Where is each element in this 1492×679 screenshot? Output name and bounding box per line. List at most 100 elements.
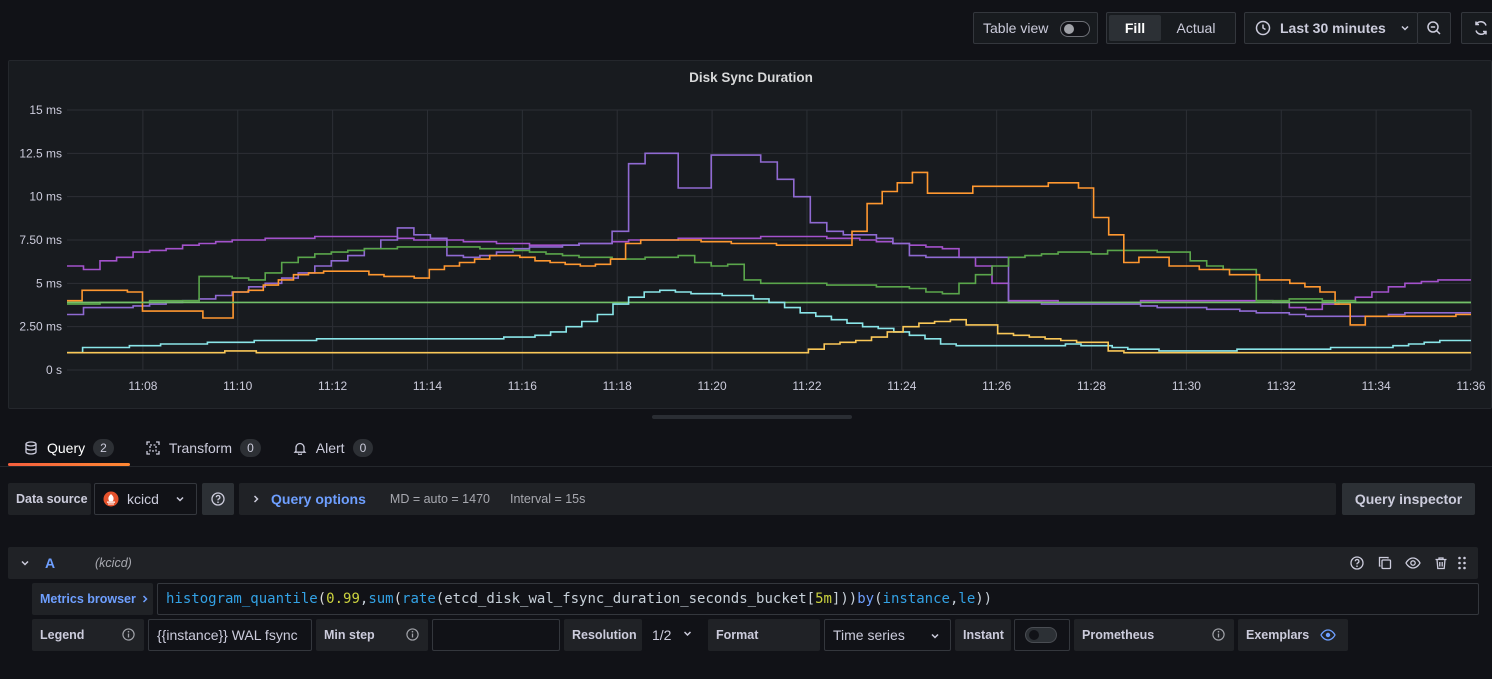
min-step-label: Min step	[316, 619, 428, 651]
x-tick-label: 11:16	[508, 379, 537, 393]
tab-query[interactable]: Query 2	[8, 430, 130, 466]
panel-title: Disk Sync Duration	[689, 70, 813, 85]
instant-switch[interactable]	[1025, 627, 1057, 643]
info-icon	[1212, 628, 1225, 641]
prometheus-label-text: Prometheus	[1082, 628, 1155, 642]
expression-token: (	[317, 591, 327, 607]
query-row-header: A (kcicd)	[8, 547, 1478, 579]
table-view-toggle[interactable]: Table view	[973, 12, 1098, 44]
x-tick-label: 11:14	[413, 379, 442, 393]
tab-alert-count: 0	[352, 439, 374, 457]
time-series-chart[interactable]: 0 s 2.50 ms 5 ms 7.50 ms 10 ms 12.5 ms 15 ms 11…	[9, 61, 1492, 410]
series-line	[67, 246, 1471, 305]
drag-handle-icon[interactable]	[1454, 555, 1470, 571]
resolution-select[interactable]: 1/2	[644, 619, 706, 651]
instant-toggle[interactable]	[1014, 619, 1070, 651]
x-tick-label: 11:24	[887, 379, 916, 393]
tab-query-label: Query	[47, 440, 86, 456]
datasource-picker[interactable]: kcicd	[94, 483, 197, 515]
exemplars-label-text: Exemplars	[1246, 628, 1310, 642]
table-view-switch[interactable]	[1060, 21, 1090, 37]
panel-resize-handle[interactable]	[652, 415, 852, 419]
y-tick-label: 12.5 ms	[19, 146, 62, 160]
x-tick-label: 11:32	[1267, 379, 1296, 393]
min-step-label-text: Min step	[324, 628, 375, 642]
expression-token: ,	[359, 591, 369, 607]
exemplars-toggle[interactable]: Exemplars	[1238, 619, 1348, 651]
fill-actual-group: Fill Actual	[1106, 12, 1236, 44]
x-tick-label: 11:22	[792, 379, 821, 393]
x-tick-label: 11:08	[128, 379, 157, 393]
x-tick-label: 11:18	[603, 379, 632, 393]
chevron-down-icon	[1400, 23, 1410, 33]
actual-button[interactable]: Actual	[1176, 20, 1216, 36]
expression-token: rate	[402, 591, 436, 607]
clock-icon	[1255, 20, 1271, 36]
tab-alert[interactable]: Alert 0	[277, 430, 389, 466]
zoom-out-icon	[1426, 20, 1442, 36]
format-select[interactable]: Time series	[824, 619, 951, 651]
legend-input[interactable]: {{instance}} WAL fsync	[148, 619, 312, 651]
max-data-points-info: MD = auto = 1470	[389, 492, 490, 506]
query-options-bar[interactable]: Query options MD = auto = 1470 Interval …	[239, 483, 1336, 515]
editor-tabs: Query 2 Transform 0 Alert 0	[8, 430, 389, 466]
trash-icon[interactable]	[1433, 555, 1449, 571]
eye-icon[interactable]	[1405, 555, 1421, 571]
tab-transform[interactable]: Transform 0	[130, 430, 277, 466]
x-tick-label: 11:36	[1456, 379, 1485, 393]
prometheus-logo-icon	[103, 491, 119, 507]
transform-icon	[146, 441, 160, 455]
tab-alert-label: Alert	[315, 440, 345, 456]
tab-transform-count: 0	[240, 439, 261, 457]
x-tick-label: 11:34	[1362, 379, 1391, 393]
duplicate-icon[interactable]	[1377, 555, 1393, 571]
expression-token: (etcd_disk_wal_fsync_duration_seconds_bu…	[435, 591, 816, 607]
expression-token: ,	[949, 591, 959, 607]
series-line	[67, 152, 1471, 318]
promql-expression-input[interactable]: histogram_quantile(0.99, sum(rate (etcd_d…	[157, 583, 1479, 615]
x-tick-label: 11:28	[1077, 379, 1106, 393]
expression-token: histogram_quantile	[166, 591, 318, 607]
expression-token: 0.99	[326, 591, 360, 607]
expression-token: (	[393, 591, 403, 607]
bell-icon	[293, 441, 307, 455]
graph-panel: Disk Sync Duration 0 s 2.50 ms 5 ms 7.50 ms…	[8, 60, 1492, 409]
expression-token: 5m	[815, 591, 832, 607]
metrics-browser-button[interactable]: Metrics browser	[32, 583, 153, 615]
y-tick-label: 5 ms	[36, 276, 62, 290]
expression-token: instance	[882, 591, 950, 607]
y-tick-label: 0 s	[46, 363, 62, 377]
eye-icon	[1320, 629, 1336, 641]
interval-info: Interval = 15s	[509, 492, 586, 506]
query-inspector-button[interactable]: Query inspector	[1342, 483, 1475, 515]
datasource-help-button[interactable]	[202, 483, 234, 515]
time-range-picker[interactable]: Last 30 minutes	[1244, 12, 1418, 44]
query-ref-id[interactable]: A	[45, 555, 56, 571]
datasource-name: kcicd	[127, 491, 159, 507]
info-icon	[406, 628, 419, 641]
min-step-input[interactable]	[432, 619, 560, 651]
refresh-button[interactable]	[1461, 12, 1492, 44]
legend-label: Legend	[32, 619, 144, 651]
table-view-label: Table view	[983, 20, 1049, 36]
expression-token: (	[874, 591, 883, 607]
query-options-label: Query options	[271, 491, 366, 507]
fill-button[interactable]: Fill	[1109, 15, 1161, 41]
tab-transform-label: Transform	[168, 440, 233, 456]
series-line	[67, 289, 1471, 354]
tab-query-count: 2	[93, 439, 114, 457]
expression-token: ]))	[831, 591, 858, 607]
expression-token: le	[958, 591, 976, 607]
zoom-out-button[interactable]	[1417, 12, 1451, 44]
x-tick-label: 11:12	[318, 379, 347, 393]
tabs-divider	[0, 466, 1492, 467]
collapse-chevron-icon[interactable]	[20, 558, 30, 568]
datasource-label: Data source	[8, 483, 91, 515]
help-circle-icon[interactable]	[1349, 555, 1365, 571]
resolution-label: Resolution	[564, 619, 642, 651]
format-label: Format	[708, 619, 820, 651]
time-range-label: Last 30 minutes	[1280, 20, 1386, 36]
resolution-value: 1/2	[652, 627, 672, 643]
x-tick-label: 11:20	[698, 379, 727, 393]
legend-label-text: Legend	[40, 628, 85, 642]
